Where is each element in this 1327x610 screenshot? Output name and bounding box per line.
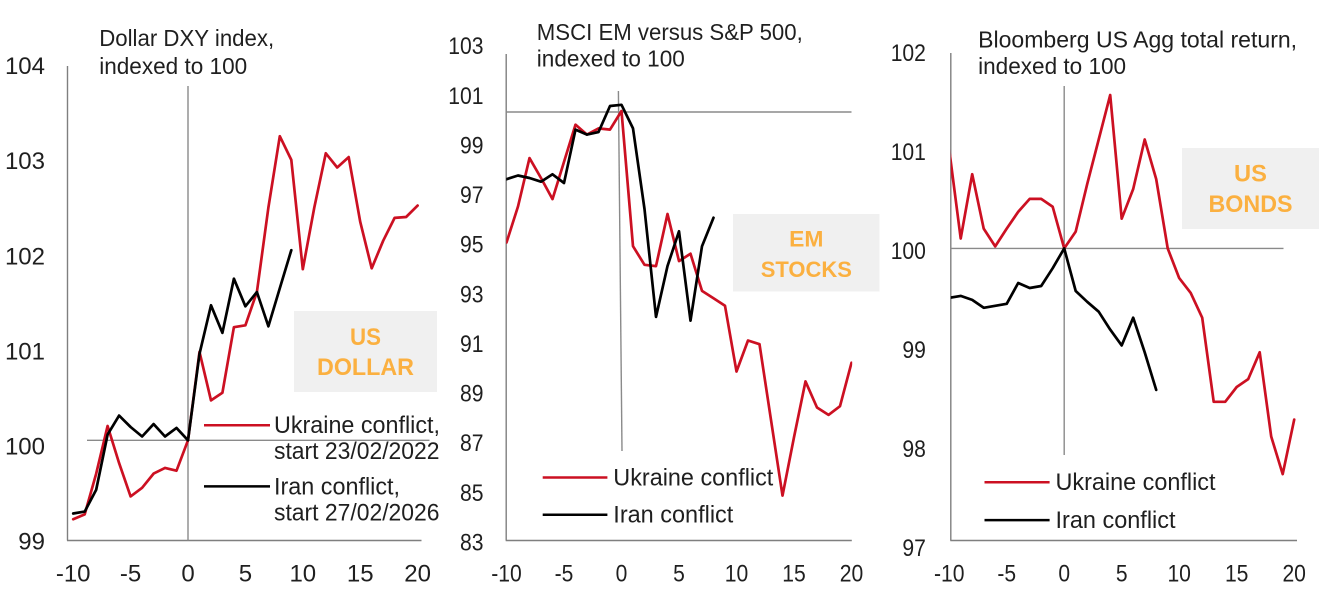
svg-text:0: 0	[1058, 560, 1070, 587]
svg-text:-10: -10	[491, 560, 522, 587]
svg-text:Ukraine conflict,: Ukraine conflict,	[274, 412, 440, 439]
svg-text:102: 102	[891, 40, 926, 67]
svg-text:10: 10	[289, 560, 316, 587]
svg-text:20: 20	[404, 560, 431, 587]
svg-text:10: 10	[1167, 560, 1191, 587]
svg-text:Bloomberg US Agg total return,: Bloomberg US Agg total return,	[978, 27, 1297, 53]
svg-text:103: 103	[448, 33, 483, 60]
svg-text:104: 104	[5, 53, 45, 80]
svg-text:Iran conflict: Iran conflict	[1056, 507, 1176, 534]
svg-text:101: 101	[5, 338, 45, 365]
svg-text:101: 101	[448, 83, 483, 110]
svg-text:MSCI EM versus S&P 500,: MSCI EM versus S&P 500,	[537, 19, 803, 45]
svg-text:US: US	[1234, 161, 1267, 188]
svg-text:Dollar DXY index,: Dollar DXY index,	[99, 25, 274, 51]
svg-text:97: 97	[460, 182, 484, 209]
svg-text:-10: -10	[934, 560, 965, 587]
svg-text:Iran conflict,: Iran conflict,	[274, 474, 400, 501]
svg-text:101: 101	[891, 139, 926, 166]
svg-text:5: 5	[1116, 560, 1128, 587]
svg-text:15: 15	[1225, 560, 1249, 587]
svg-text:99: 99	[18, 528, 45, 555]
svg-text:87: 87	[460, 430, 484, 457]
svg-text:5: 5	[673, 560, 685, 587]
svg-text:start 27/02/2026: start 27/02/2026	[274, 500, 440, 527]
svg-text:indexed to 100: indexed to 100	[99, 53, 247, 79]
svg-text:US: US	[350, 324, 381, 351]
svg-text:15: 15	[347, 560, 374, 587]
svg-text:Ukraine conflict: Ukraine conflict	[1056, 469, 1216, 496]
svg-text:83: 83	[460, 529, 484, 556]
svg-text:99: 99	[902, 337, 926, 364]
svg-text:-5: -5	[555, 560, 574, 587]
svg-text:indexed to 100: indexed to 100	[978, 53, 1126, 79]
svg-text:91: 91	[460, 331, 484, 358]
svg-text:20: 20	[840, 560, 864, 587]
svg-text:indexed to 100: indexed to 100	[537, 46, 685, 72]
svg-text:STOCKS: STOCKS	[761, 257, 852, 282]
svg-text:EM: EM	[789, 226, 823, 251]
svg-text:100: 100	[891, 238, 926, 265]
svg-text:89: 89	[460, 381, 484, 408]
svg-text:99: 99	[460, 132, 484, 159]
svg-text:start 23/02/2022: start 23/02/2022	[274, 438, 440, 465]
svg-text:95: 95	[460, 232, 484, 259]
svg-text:20: 20	[1282, 560, 1306, 587]
svg-text:-5: -5	[997, 560, 1016, 587]
svg-text:BONDS: BONDS	[1209, 191, 1293, 218]
svg-text:DOLLAR: DOLLAR	[317, 354, 414, 381]
svg-text:Ukraine conflict: Ukraine conflict	[613, 465, 773, 492]
svg-text:85: 85	[460, 480, 484, 507]
svg-text:0: 0	[616, 560, 628, 587]
svg-text:102: 102	[5, 243, 45, 270]
svg-text:Iran conflict: Iran conflict	[613, 502, 733, 529]
svg-text:97: 97	[902, 535, 926, 562]
svg-text:0: 0	[181, 560, 194, 587]
svg-text:10: 10	[725, 560, 749, 587]
svg-text:5: 5	[239, 560, 252, 587]
svg-text:98: 98	[902, 436, 926, 463]
svg-text:100: 100	[5, 433, 45, 460]
svg-text:-5: -5	[120, 560, 141, 587]
svg-text:15: 15	[782, 560, 806, 587]
svg-text:103: 103	[5, 148, 45, 175]
svg-text:93: 93	[460, 281, 484, 308]
svg-text:-10: -10	[56, 560, 91, 587]
